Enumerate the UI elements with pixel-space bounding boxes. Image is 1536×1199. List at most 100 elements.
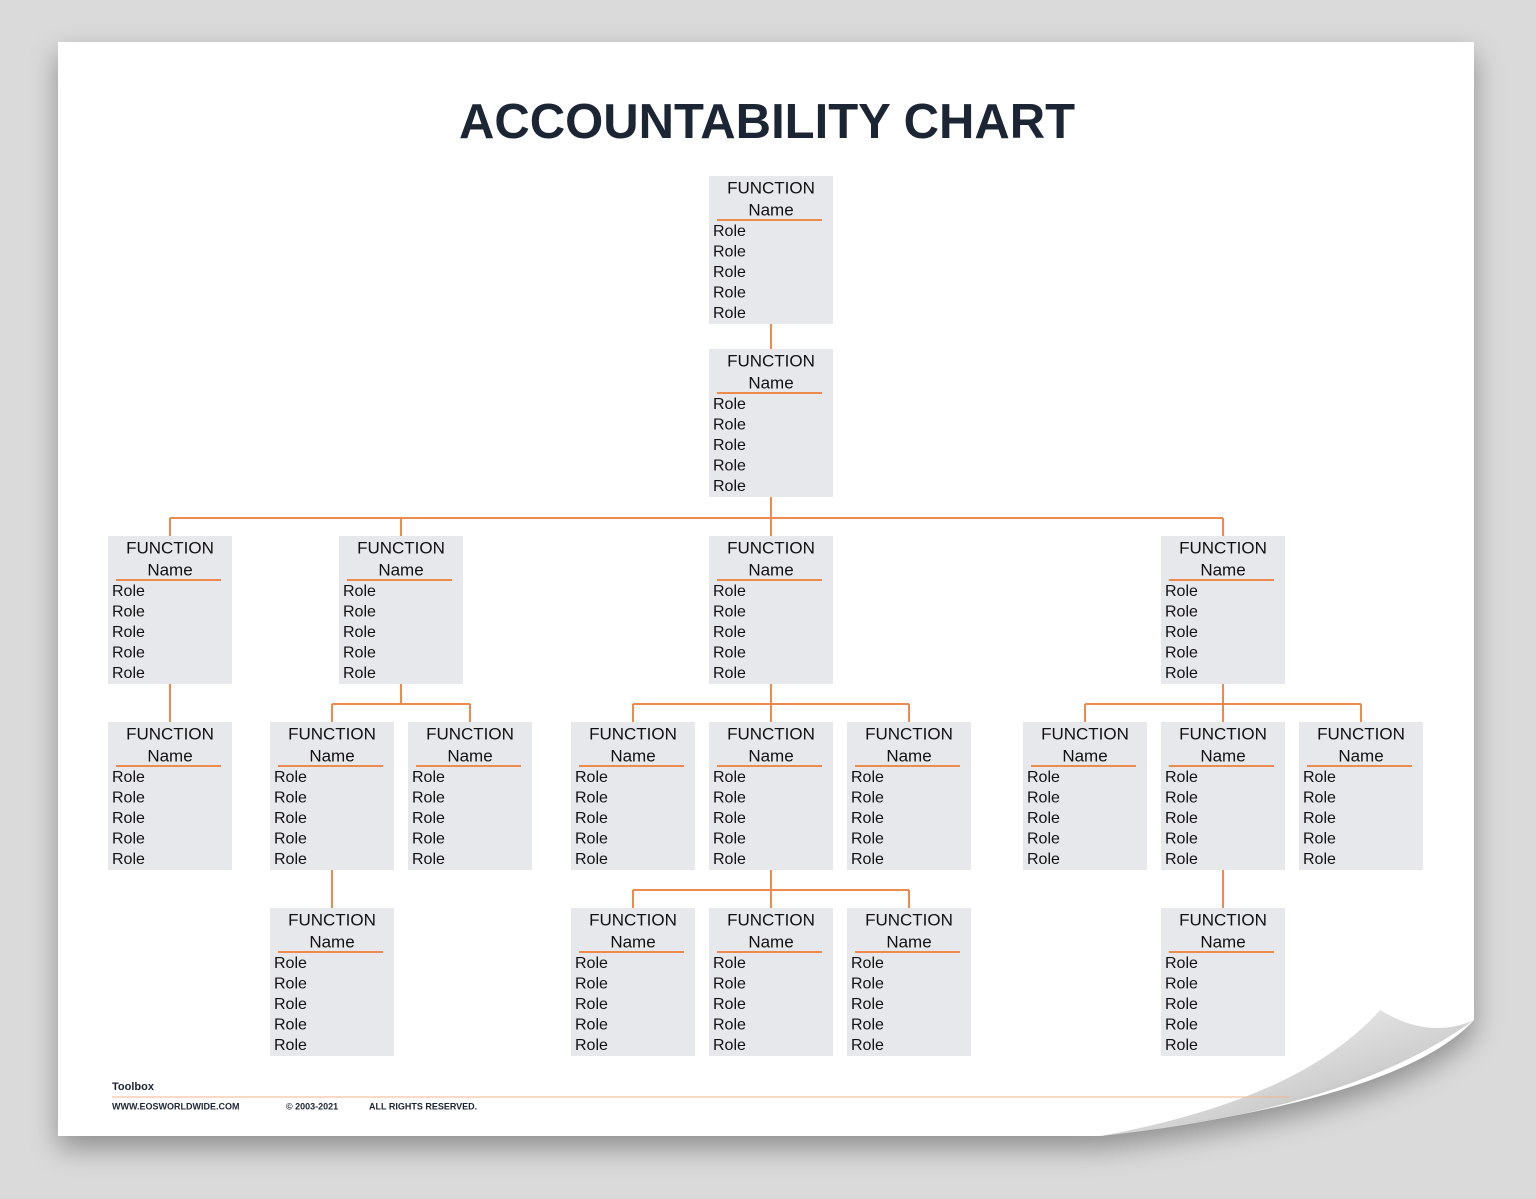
node-role: Role	[851, 851, 884, 868]
node-role: Role	[575, 955, 608, 972]
node-role: Role	[713, 437, 746, 454]
node-box	[709, 908, 833, 1056]
node-function: FUNCTION	[727, 538, 815, 557]
node-role: Role	[1303, 851, 1336, 868]
node-box	[1161, 722, 1285, 870]
node-role: Role	[713, 285, 746, 302]
node-role: Role	[343, 583, 376, 600]
node-name: Name	[1200, 560, 1245, 579]
node-function: FUNCTION	[1041, 724, 1129, 743]
node-role: Role	[713, 790, 746, 807]
node-name: Name	[748, 200, 793, 219]
node-role: Role	[274, 976, 307, 993]
node-role: Role	[1303, 810, 1336, 827]
node-function: FUNCTION	[126, 724, 214, 743]
node-role: Role	[1165, 604, 1198, 621]
node-role: Role	[112, 790, 145, 807]
node-role: Role	[412, 769, 445, 786]
node-role: Role	[575, 831, 608, 848]
node-function: FUNCTION	[727, 910, 815, 929]
node-role: Role	[575, 790, 608, 807]
node-role: Role	[412, 831, 445, 848]
node-name: Name	[147, 560, 192, 579]
node-role: Role	[713, 810, 746, 827]
node-role: Role	[1303, 831, 1336, 848]
node-role: Role	[851, 790, 884, 807]
node-role: Role	[112, 604, 145, 621]
node-role: Role	[713, 645, 746, 662]
node-role: Role	[1165, 851, 1198, 868]
node-name: Name	[147, 746, 192, 765]
node-function: FUNCTION	[727, 351, 815, 370]
node-role: Role	[274, 810, 307, 827]
node-role: Role	[412, 810, 445, 827]
node-role: Role	[575, 810, 608, 827]
node-role: Role	[1027, 790, 1060, 807]
node-role: Role	[112, 665, 145, 682]
node-role: Role	[713, 1037, 746, 1054]
node-role: Role	[713, 831, 746, 848]
node-name: Name	[309, 932, 354, 951]
node-function: FUNCTION	[426, 724, 514, 743]
node-function: FUNCTION	[1179, 538, 1267, 557]
node-role: Role	[274, 1017, 307, 1034]
node-role: Role	[851, 769, 884, 786]
node-role: Role	[1165, 769, 1198, 786]
node-role: Role	[412, 851, 445, 868]
node-role: Role	[274, 769, 307, 786]
node-role: Role	[112, 831, 145, 848]
node-role: Role	[274, 1037, 307, 1054]
node-function: FUNCTION	[589, 724, 677, 743]
node-name: Name	[447, 746, 492, 765]
nodes: FUNCTIONNameRoleRoleRoleRoleRoleFUNCTION…	[108, 176, 1423, 1056]
node-role: Role	[274, 790, 307, 807]
node-box	[339, 536, 463, 684]
node-role: Role	[851, 810, 884, 827]
node-role: Role	[112, 645, 145, 662]
node-role: Role	[1165, 976, 1198, 993]
node-role: Role	[1165, 955, 1198, 972]
node-function: FUNCTION	[357, 538, 445, 557]
node-function: FUNCTION	[288, 910, 376, 929]
node-box	[1161, 908, 1285, 1056]
node-name: Name	[309, 746, 354, 765]
node-box	[847, 722, 971, 870]
node-role: Role	[343, 604, 376, 621]
node-name: Name	[610, 932, 655, 951]
node-role: Role	[274, 955, 307, 972]
node-role: Role	[713, 264, 746, 281]
node-box	[709, 722, 833, 870]
node-box	[571, 908, 695, 1056]
node-role: Role	[713, 244, 746, 261]
node-box	[270, 908, 394, 1056]
node-role: Role	[1165, 810, 1198, 827]
node-role: Role	[713, 305, 746, 322]
node-role: Role	[713, 1017, 746, 1034]
node-name: Name	[886, 932, 931, 951]
node-role: Role	[575, 1037, 608, 1054]
node-role: Role	[575, 976, 608, 993]
node-role: Role	[851, 831, 884, 848]
node-role: Role	[575, 769, 608, 786]
node-role: Role	[343, 624, 376, 641]
node-role: Role	[713, 976, 746, 993]
node-function: FUNCTION	[865, 724, 953, 743]
node-role: Role	[412, 790, 445, 807]
node-function: FUNCTION	[1317, 724, 1405, 743]
node-name: Name	[610, 746, 655, 765]
node-role: Role	[1165, 831, 1198, 848]
node-function: FUNCTION	[727, 178, 815, 197]
node-role: Role	[1165, 790, 1198, 807]
